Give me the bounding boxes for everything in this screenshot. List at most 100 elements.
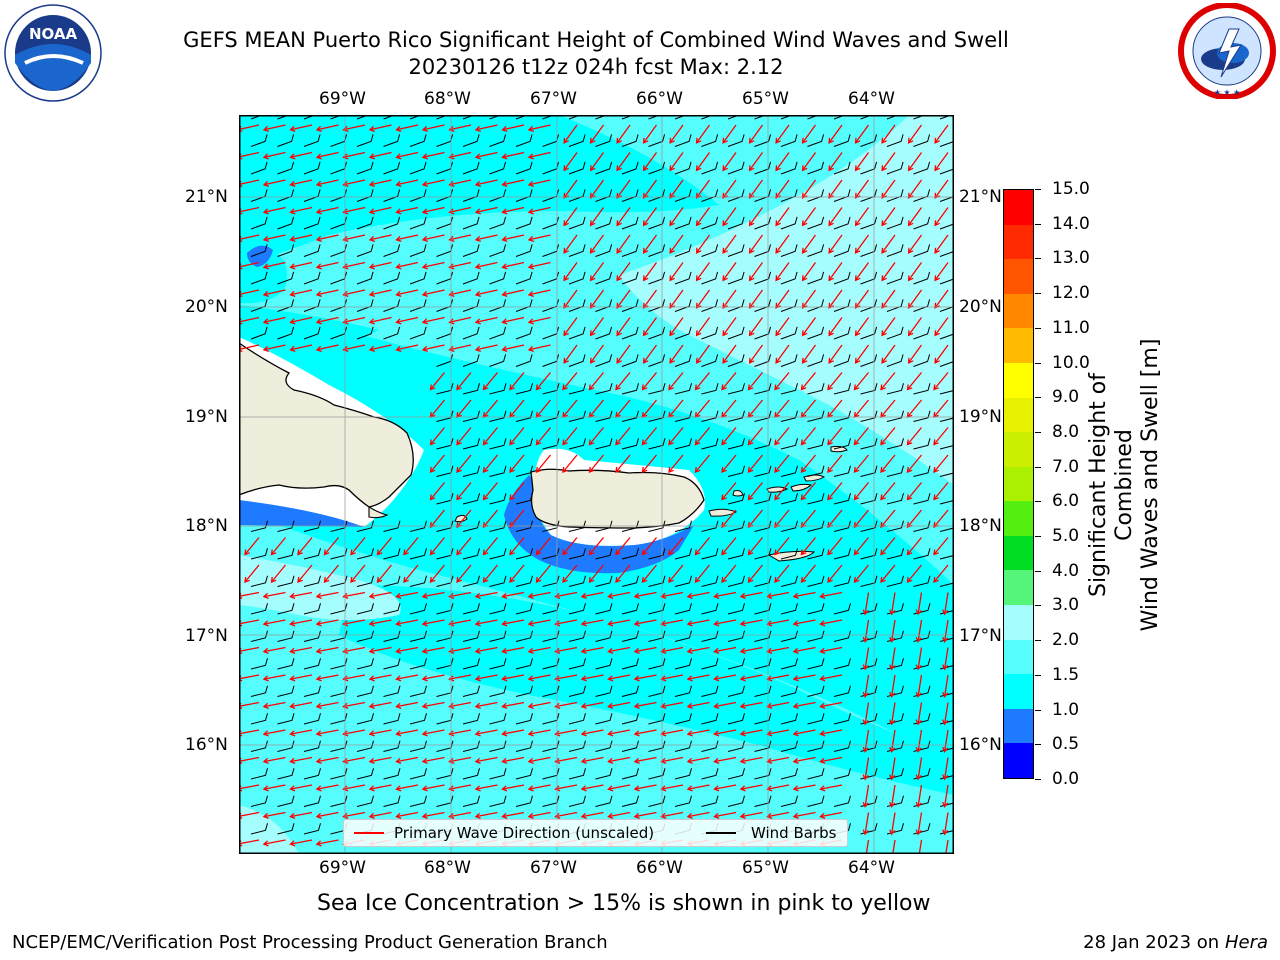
wind-barb [833,115,847,120]
wind-barb [568,161,586,175]
wave-direction-arrow [509,564,525,583]
wave-direction-arrow [589,289,605,309]
wind-barb [621,161,639,175]
wind-barb [515,548,533,560]
wind-barb [674,134,692,147]
wave-direction-arrow [775,179,790,199]
wind-barb [489,630,507,642]
wind-barb [754,795,772,807]
wave-direction-arrow [907,317,923,337]
lon-label-top: 69°W [319,89,366,109]
wind-barb [303,603,321,615]
wind-barb [250,658,268,670]
wind-barb [674,548,692,560]
wave-direction-arrow [262,261,286,270]
wind-barb [515,115,529,120]
wind-barb [727,465,745,477]
wave-direction-arrow [907,179,923,199]
wind-barb [754,658,772,670]
wave-direction-arrow [633,784,657,792]
wave-direction-arrow [501,674,525,682]
wind-barb [860,383,878,395]
wave-direction-arrow [403,537,419,556]
wave-direction-arrow [934,289,949,309]
wave-direction-arrow [262,839,286,847]
wind-barb [303,244,321,257]
wave-direction-arrow [315,701,339,710]
wind-barb [860,575,878,587]
wave-direction-arrow [668,454,684,473]
wind-barb [701,575,719,587]
wind-barb [568,244,586,257]
wave-direction-arrow [262,784,286,792]
wave-direction-arrow [748,124,764,144]
wave-direction-arrow [315,674,339,682]
wind-barb [701,161,719,175]
wind-barb [727,161,745,175]
wave-direction-arrow [660,811,684,820]
wave-direction-arrow [527,729,551,737]
wave-direction-arrow [527,701,551,710]
wave-direction-arrow [942,647,949,671]
wave-direction-arrow [554,811,578,820]
wind-barb [462,299,480,312]
wave-direction-arrow [368,261,392,270]
wave-direction-arrow [297,564,313,583]
wave-direction-arrow [616,289,631,309]
colorbar-tick-label: 7.0 [1052,456,1080,477]
wave-direction-arrow [668,564,684,583]
wave-direction-arrow [739,701,763,710]
wave-direction-arrow [660,756,684,765]
wind-barb [489,465,507,477]
wind-barb [886,115,900,120]
wave-direction-arrow [554,591,578,600]
wind-barb [754,299,772,312]
wind-barb [621,244,639,257]
wind-barb [250,630,268,642]
wave-direction-arrow [535,427,552,446]
colorbar-tick-mark [1035,501,1041,503]
wind-barb [913,161,931,175]
wind-barb [462,326,480,340]
wave-direction-arrow [509,454,525,473]
wave-direction-arrow [616,262,631,282]
wave-direction-arrow [694,372,711,391]
colorbar-tick-label: 14.0 [1052,213,1090,234]
wave-direction-arrow [395,756,419,765]
wind-barb [489,438,507,450]
wind-barb [489,575,507,587]
wave-direction-arrow [270,537,287,556]
wind-barb [462,271,480,285]
wind-barb [568,768,586,780]
wind-barb [621,354,639,367]
wind-barb [568,216,586,230]
wave-direction-arrow [942,702,949,726]
wave-direction-arrow [721,372,737,391]
wave-direction-arrow [395,206,419,215]
wind-barb [807,161,825,175]
wind-barb [833,134,851,147]
wind-barb [939,444,954,450]
wave-direction-arrow [615,454,631,473]
wave-direction-arrow [669,344,684,364]
wind-barb [860,438,878,450]
wave-direction-arrow [244,537,260,556]
wave-direction-arrow [854,262,870,282]
wind-barb [674,603,692,615]
wave-direction-arrow [262,674,286,682]
colorbar-tick-mark [1035,223,1041,225]
wind-barb [621,520,639,532]
wave-direction-arrow [289,344,313,353]
wave-direction-arrow [482,372,499,391]
wave-direction-arrow [854,124,870,144]
wave-direction-arrow [342,344,366,353]
wave-direction-arrow [395,261,419,270]
wave-direction-arrow [641,454,658,473]
wave-direction-arrow [474,729,498,737]
wave-direction-arrow [695,289,711,309]
wave-direction-arrow [854,234,870,254]
wind-barb [807,299,825,312]
wind-barb [860,493,878,505]
wind-barb [303,134,321,147]
colorbar-tick-mark [1035,605,1041,607]
